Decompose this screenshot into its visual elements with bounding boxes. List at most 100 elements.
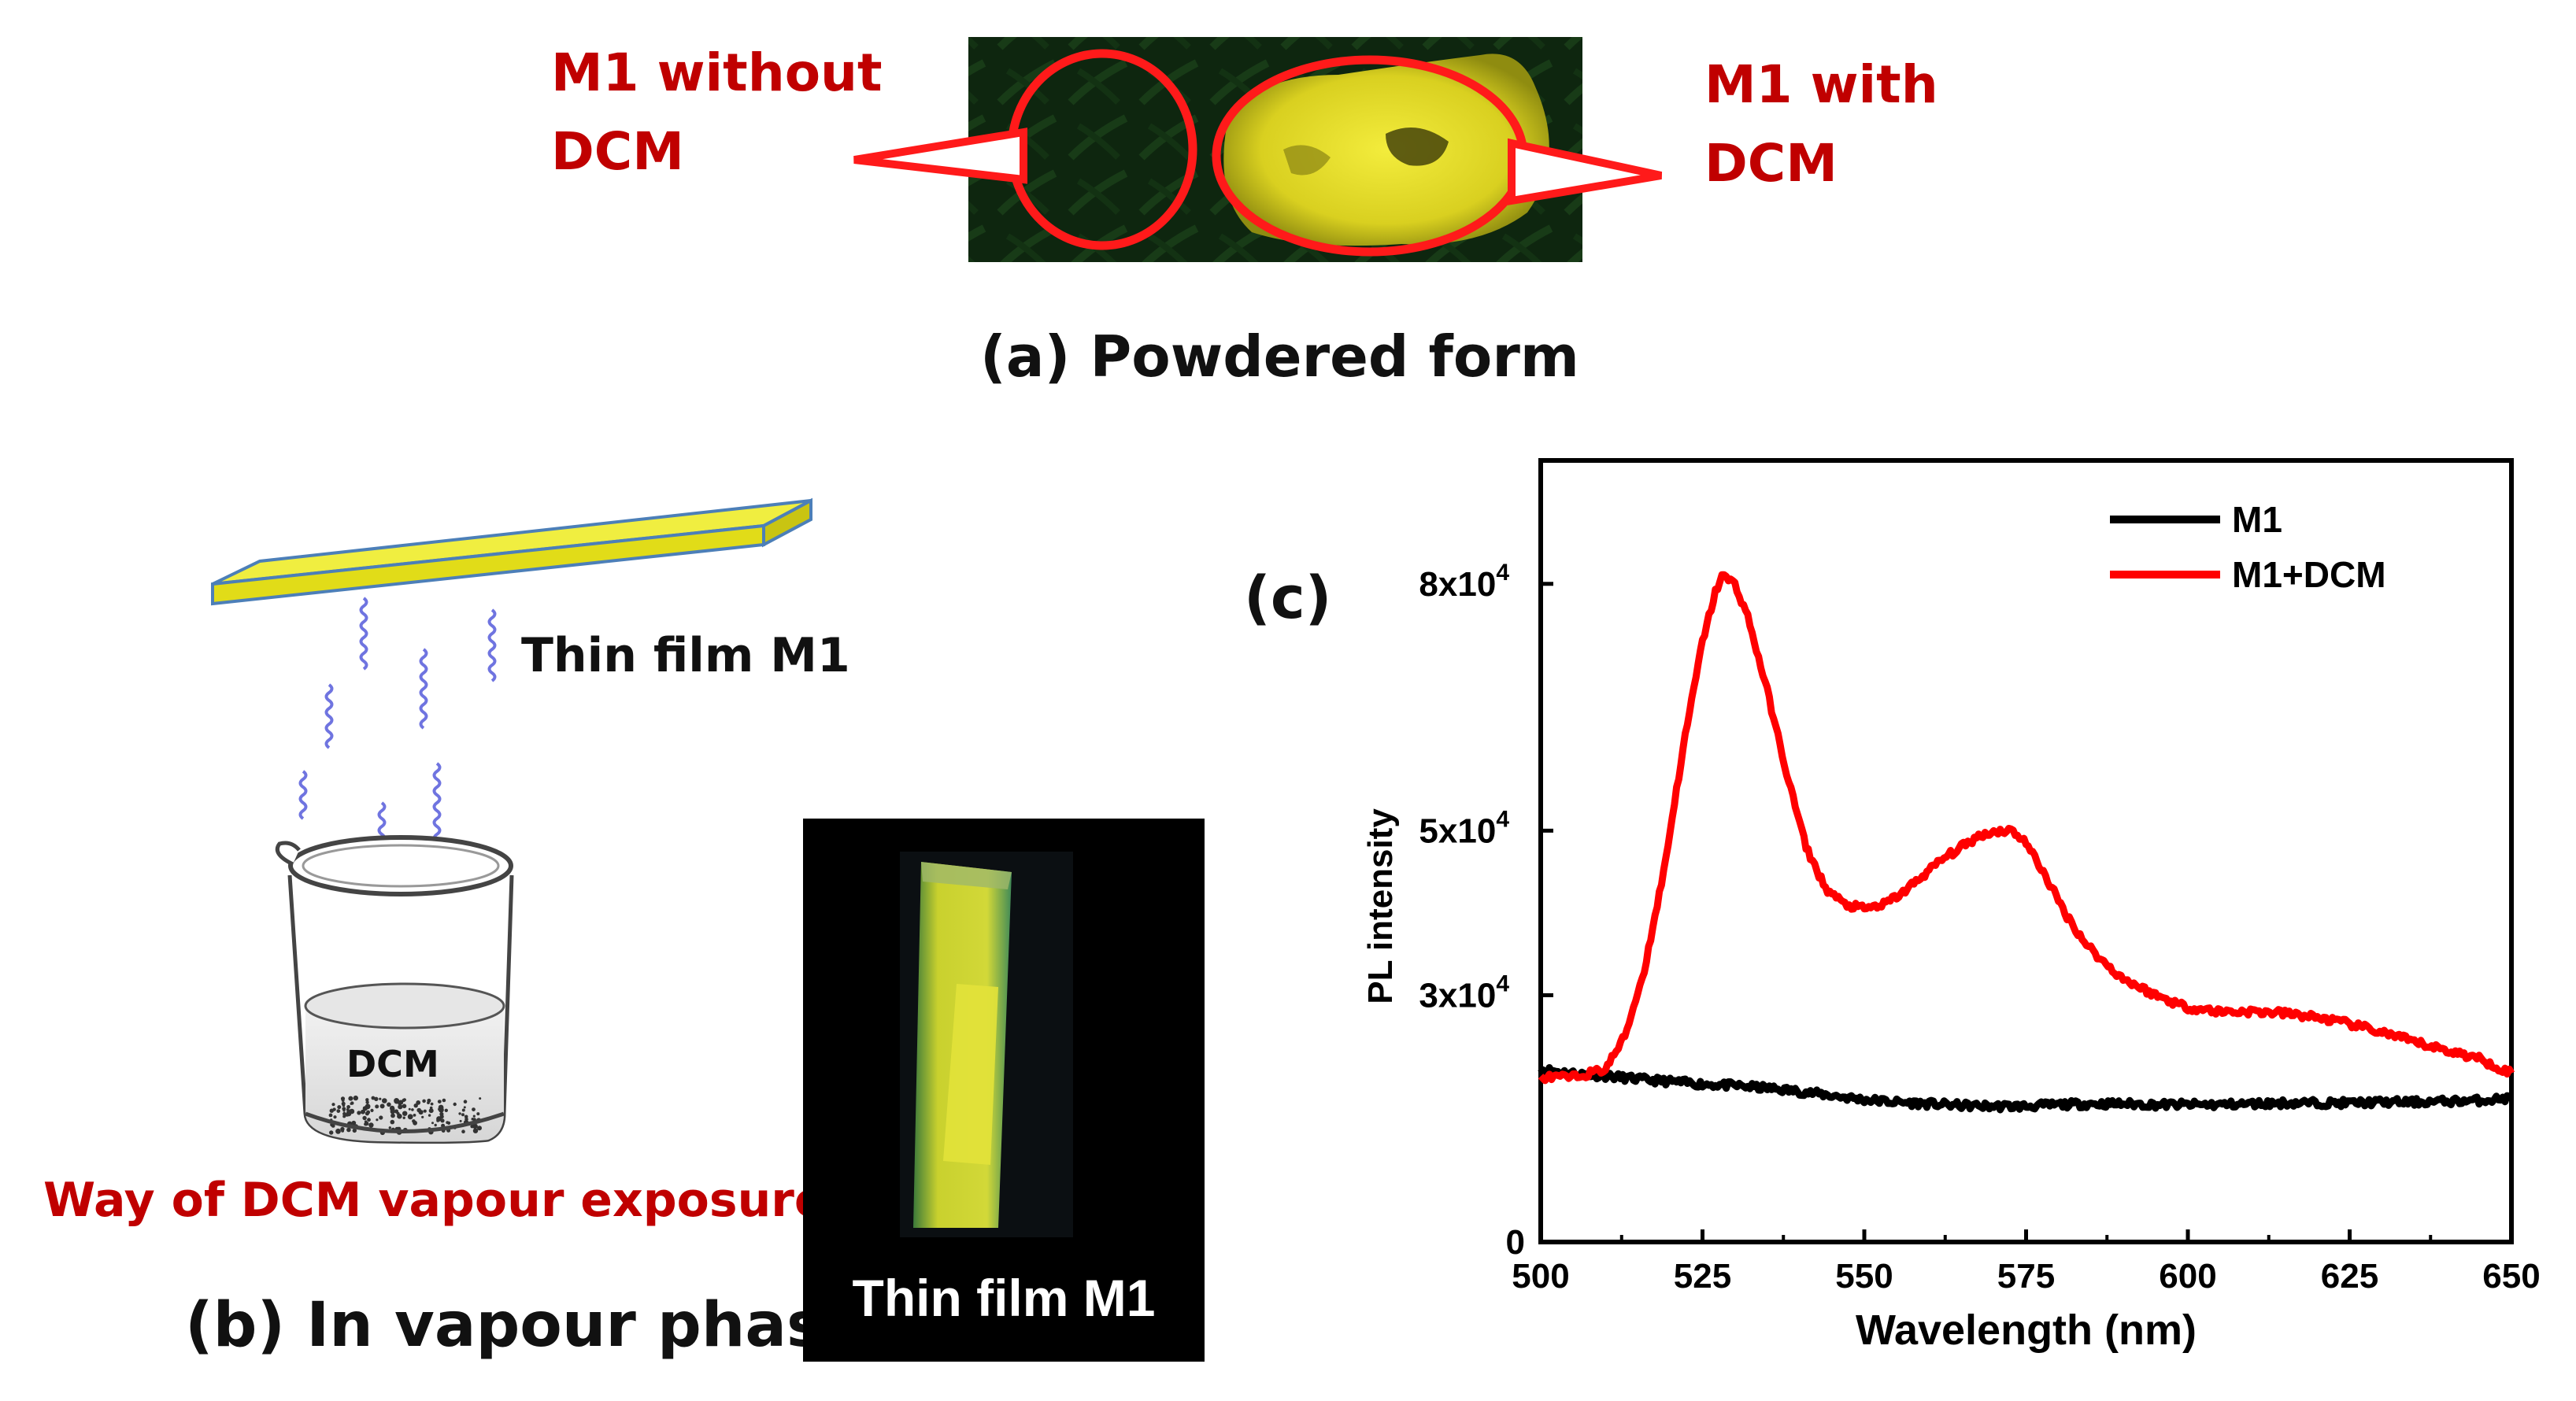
sediment-dot [476,1112,480,1116]
sediment-dot [342,1109,346,1112]
sediment-dot [407,1114,413,1120]
sediment-dot [379,1115,383,1120]
sediment-dot [365,1098,369,1102]
sediment-dot [364,1121,369,1126]
label-thin-film: Thin film M1 [521,628,850,683]
powder-photo [968,37,1582,262]
sediment-dot [437,1100,442,1103]
sediment-dot [336,1109,341,1113]
vapour-squiggle [359,597,368,671]
sediment-dot [458,1112,461,1115]
pl-chart: 500 525 550 575 600 625 650 0 3x104 5x104 8x104 Wav… [1361,458,2541,1354]
panel-b: Thin film M1 DCM Way of DCM vapour expos… [43,497,1205,1362]
sediment-dot [413,1120,417,1126]
sediment-dot [398,1104,403,1110]
sediment-dot [390,1119,395,1125]
sediment-dot [431,1122,434,1125]
sediment-dot [461,1113,464,1117]
legend-label: M1+DCM [2232,554,2386,595]
sediment-dot [453,1102,457,1107]
yellow-powder [1223,54,1549,246]
sediment-dot [367,1118,371,1122]
sediment-dot [422,1099,426,1103]
sediment-dot [331,1124,335,1128]
x-tick-label: 500 [1512,1257,1569,1296]
y-tick-label: 3x104 [1419,970,1509,1015]
sediment-dot [333,1115,337,1119]
sediment-dot [348,1096,353,1101]
x-tick-label: 650 [2482,1257,2540,1296]
sediment-dot [416,1107,421,1113]
sediment-dot [398,1127,402,1130]
sediment-dot [376,1118,379,1122]
sediment-dot [352,1128,357,1133]
sediment-dot [472,1123,478,1129]
sediment-dot [343,1114,346,1117]
sediment-dot [331,1103,335,1107]
x-tick-label: 525 [1674,1257,1731,1296]
callout-pointer-right [1508,138,1663,205]
vapour-squiggle [298,770,308,820]
sediment-dot [362,1115,367,1121]
sediment-dot [349,1108,355,1115]
sediment-dot [394,1098,399,1103]
sediment-dot [477,1126,482,1131]
sediment-dot [416,1100,421,1105]
sediment-dot [442,1098,446,1103]
sediment-dot [368,1122,374,1128]
sediment-dot [341,1099,345,1102]
sediment-dot [374,1096,379,1102]
sediment-dot [461,1108,465,1112]
sediment-dot [463,1100,468,1103]
callout-pointer-left [853,128,1027,184]
legend-label: M1 [2232,499,2282,540]
sediment-dot [335,1128,341,1134]
sediment-dot [411,1108,414,1111]
sediment-dot [398,1101,402,1106]
sediment-dot [402,1111,407,1116]
sediment-dot [328,1113,333,1118]
sediment-dot [346,1127,351,1133]
vapour-lines [298,597,497,997]
sediment-dot [379,1103,385,1109]
sediment-dot [472,1115,476,1118]
vapour-squiggle [487,608,497,682]
sediment-dot [370,1108,374,1112]
sediment-dot [394,1109,399,1114]
sediment-dot [439,1115,444,1119]
photo-label: Thin film M1 [853,1269,1156,1327]
sediment-dot [329,1130,334,1135]
y-tick-label: 8x104 [1419,560,1509,604]
sediment-dot [427,1101,430,1104]
sediment-dot [420,1110,424,1114]
sediment-dot [413,1103,418,1108]
y-tick-label: 5x104 [1419,806,1509,850]
sediment-dot [444,1108,448,1113]
panel-a: M1 without DCM M1 with DCM (a) Powdered … [551,37,1938,390]
sediment-dot [365,1100,369,1104]
sediment-dot [423,1109,427,1113]
sediment-dot [427,1114,431,1117]
label-dcm-beaker: DCM [346,1043,439,1085]
sediment-dot [463,1106,466,1109]
sediment-dot [388,1126,391,1129]
y-axis-label: PL intensity [1361,808,1400,1004]
sediment-dot [461,1129,465,1133]
sediment-dot [413,1114,416,1117]
sediment-dot [351,1120,357,1126]
sediment-dot [390,1113,395,1118]
sediment-dot [438,1107,441,1111]
label-without-dcm: M1 without DCM [551,43,901,182]
sediment-dot [366,1110,371,1115]
sediment-dot [346,1105,350,1109]
sediment-dot [362,1111,365,1114]
sediment-dot [329,1108,334,1113]
beaker [275,835,514,1144]
caption-c: (c) [1244,564,1332,632]
thin-film-slab [211,497,812,606]
sediment-dot [402,1116,405,1119]
sediment-dot [353,1095,358,1101]
sediment-dot [472,1128,479,1133]
thin-film-photo: Thin film M1 [803,819,1205,1362]
